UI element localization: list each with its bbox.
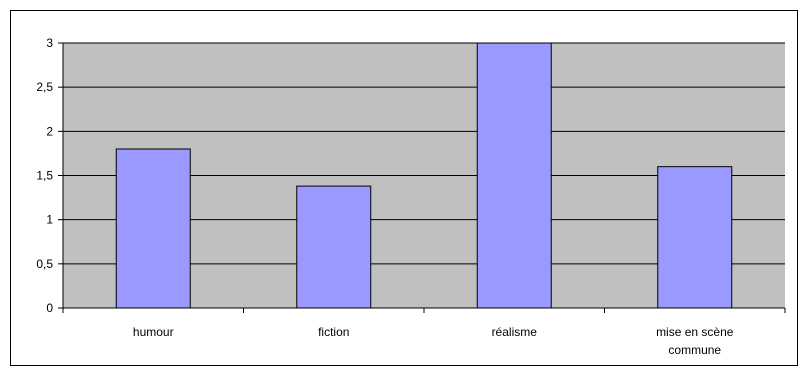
bar-2 <box>296 185 372 309</box>
y-tick-label: 0 <box>46 301 53 315</box>
bar-1 <box>115 148 191 309</box>
bar-3 <box>476 42 552 309</box>
chart-frame: 0 0,5 1 1,5 2 2,5 3 humour fiction réalisme mise e… <box>10 10 798 366</box>
x-category-label: mise en scène commune <box>656 325 734 357</box>
y-tick-label: 1 <box>46 213 53 227</box>
y-tick-label: 3 <box>46 36 53 50</box>
x-category-label: fiction <box>318 325 349 339</box>
bars <box>115 42 733 309</box>
x-category-label: réalisme <box>492 325 538 339</box>
labels: 0 0,5 1 1,5 2 2,5 3 humour fiction réalisme mise e… <box>36 36 733 357</box>
axes <box>58 42 786 313</box>
x-category-label: humour <box>133 325 174 339</box>
bar-4 <box>657 166 733 309</box>
y-tick-label: 2 <box>46 124 53 138</box>
y-tick-label: 0,5 <box>36 257 53 271</box>
y-tick-label: 1,5 <box>36 169 53 183</box>
bar-chart: 0 0,5 1 1,5 2 2,5 3 humour fiction réalisme mise e… <box>36 36 786 357</box>
y-tick-label: 2,5 <box>36 80 53 94</box>
